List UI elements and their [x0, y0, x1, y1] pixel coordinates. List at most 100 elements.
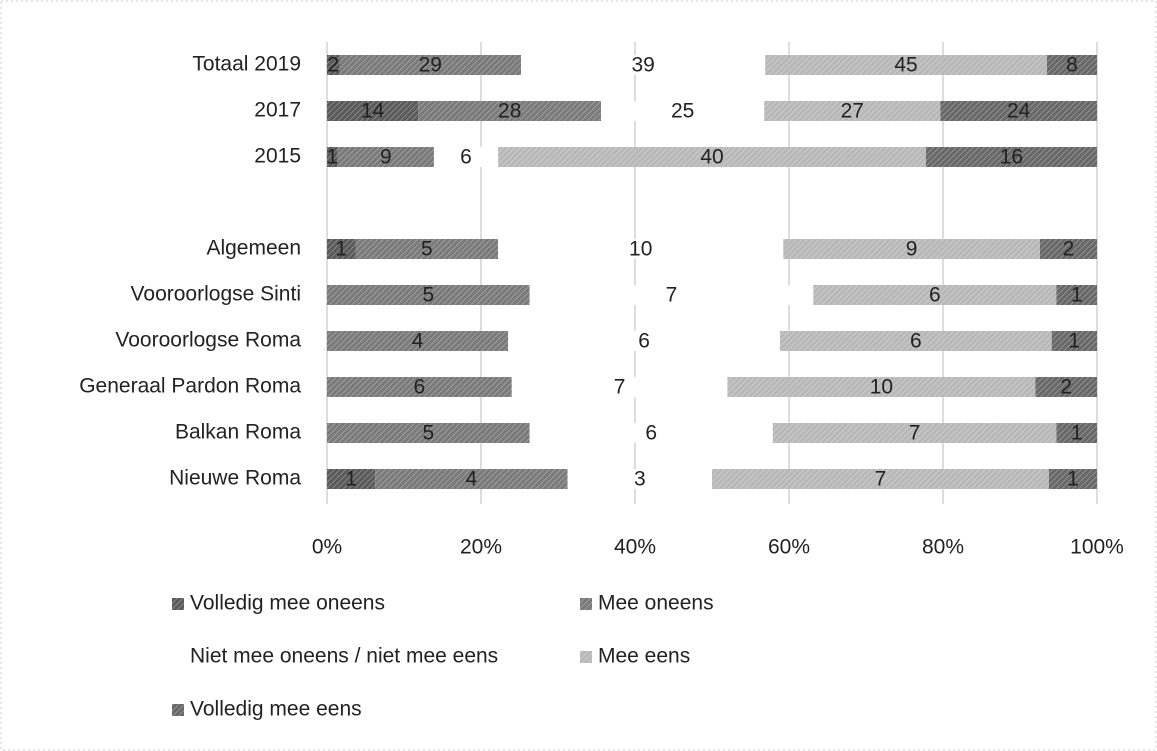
data-label: 7 [614, 376, 626, 399]
bar-segment [727, 377, 1036, 397]
bar-segment [813, 285, 1057, 305]
bar-segment [327, 239, 356, 259]
bar-segment [1035, 377, 1097, 397]
legend-label: Volledig mee oneens [190, 592, 385, 615]
y-tick-label: Vooroorlogse Roma [115, 329, 301, 352]
bar-segment [327, 423, 530, 443]
bar-segment [1051, 331, 1097, 351]
x-tick-label: 40% [614, 536, 656, 559]
bar-segment [418, 101, 602, 121]
x-tick-label: 60% [768, 536, 810, 559]
data-label: 1 [345, 468, 357, 491]
legend-marker [172, 651, 184, 663]
x-tick-label: 0% [312, 536, 342, 559]
legend-marker [172, 598, 184, 610]
data-label: 4 [412, 330, 424, 353]
data-label: 6 [414, 376, 426, 399]
bar-segment [327, 377, 512, 397]
bar-segment [327, 101, 419, 121]
bar-segment [925, 147, 1097, 167]
y-tick-label: Balkan Roma [175, 421, 301, 444]
bar-segment [1048, 469, 1097, 489]
bar-segment [339, 55, 522, 75]
data-label: 1 [1071, 422, 1083, 445]
bar-segment [327, 469, 376, 489]
bar-segment [327, 285, 530, 305]
legend-label: Volledig mee eens [190, 698, 362, 721]
data-label: 2 [1060, 376, 1072, 399]
data-label: 6 [910, 330, 922, 353]
x-tick-label: 80% [922, 536, 964, 559]
bar-segment [521, 55, 766, 75]
bar-segment [433, 147, 499, 167]
bar-segment [355, 239, 499, 259]
bar-segment [498, 239, 784, 259]
data-label: 8 [1066, 54, 1078, 77]
data-label: 5 [421, 238, 433, 261]
data-label: 10 [870, 376, 893, 399]
data-label: 10 [629, 238, 652, 261]
data-label: 16 [1000, 146, 1023, 169]
data-label: 1 [1071, 284, 1083, 307]
bar-segment [498, 147, 926, 167]
bar-segment [712, 469, 1049, 489]
bar-segment [783, 239, 1040, 259]
data-label: 25 [671, 100, 694, 123]
y-tick-label: Vooroorlogse Sinti [131, 283, 301, 306]
data-label: 45 [894, 54, 917, 77]
bar-segment [511, 377, 728, 397]
bar-segment [940, 101, 1097, 121]
bar-segment [1056, 423, 1097, 443]
bar-segment [1046, 55, 1097, 75]
data-label: 7 [909, 422, 921, 445]
legend-marker [172, 704, 184, 716]
data-label: 1 [1067, 468, 1079, 491]
bar-segment [327, 331, 509, 351]
bar-segment [601, 101, 765, 121]
y-tick-label: Generaal Pardon Roma [79, 375, 301, 398]
y-tick-label: Algemeen [206, 237, 301, 260]
legend-label: Mee eens [598, 645, 690, 668]
y-tick-label: 2017 [254, 99, 301, 122]
bar-segment [327, 55, 340, 75]
data-label: 24 [1007, 100, 1031, 123]
data-label: 3 [634, 468, 646, 491]
data-label: 29 [419, 54, 442, 77]
data-label: 27 [841, 100, 864, 123]
data-label: 2 [327, 54, 339, 77]
y-tick-label: Nieuwe Roma [169, 467, 301, 490]
data-label: 9 [380, 146, 392, 169]
legend-marker [580, 598, 592, 610]
data-label: 1 [327, 146, 339, 169]
x-tick-label: 100% [1070, 536, 1124, 559]
data-label: 40 [700, 146, 723, 169]
data-label: 7 [666, 284, 678, 307]
bar-segment [529, 423, 773, 443]
legend-label: Mee oneens [598, 592, 714, 615]
bar-segment [337, 147, 434, 167]
bar-segment [772, 423, 1057, 443]
bar-segment [765, 55, 1047, 75]
bar-segment [779, 331, 1052, 351]
bar-segment [1039, 239, 1097, 259]
bar-segment [529, 285, 814, 305]
data-label: 6 [638, 330, 650, 353]
bar-segment [508, 331, 780, 351]
bar-segment [327, 147, 338, 167]
data-label: 28 [498, 100, 521, 123]
data-label: 5 [422, 422, 434, 445]
data-label: 6 [460, 146, 472, 169]
data-label: 9 [906, 238, 918, 261]
data-label: 7 [875, 468, 887, 491]
data-label: 6 [645, 422, 657, 445]
data-label: 14 [361, 100, 385, 123]
data-label: 1 [335, 238, 347, 261]
data-label: 1 [1069, 330, 1081, 353]
bar-segment [1056, 285, 1097, 305]
data-label: 4 [466, 468, 478, 491]
legend-marker [580, 651, 592, 663]
y-tick-label: Totaal 2019 [192, 53, 301, 76]
data-label: 39 [631, 54, 654, 77]
